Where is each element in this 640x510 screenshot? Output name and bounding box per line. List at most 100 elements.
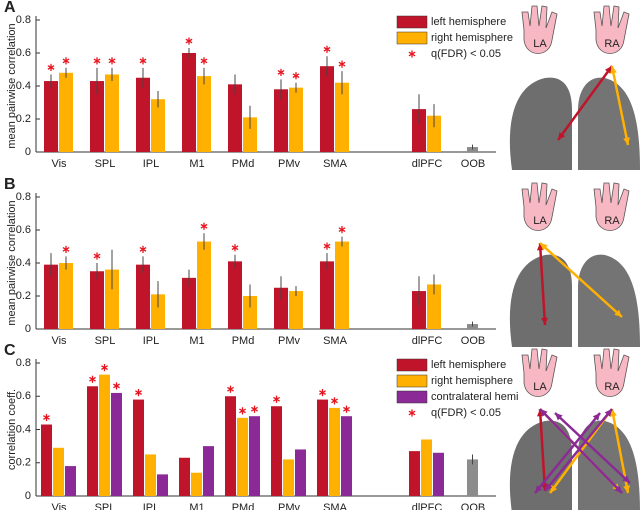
star-stroke [323,243,331,249]
bar [157,474,168,496]
x-tick-label: PMv [278,502,301,510]
y-tick-label: 0.6 [16,47,31,59]
significance-star [231,244,239,252]
significance-star [62,57,70,65]
x-tick-label: PMd [232,335,255,347]
legend-label: right hemisphere [431,375,513,387]
y-tick-label: 0 [25,146,31,158]
panel-label: A [4,0,16,16]
hand-shape [593,348,630,397]
x-tick-label: PMd [232,502,255,510]
bar [433,452,444,496]
x-tick-label: PMv [278,335,301,347]
hand: LA [521,5,558,54]
star-stroke [135,390,142,395]
legend-swatch [396,15,428,29]
significance-star [277,68,285,76]
bar [111,392,122,496]
significance-star [62,245,70,253]
bar [59,263,73,329]
legend-swatch [396,31,428,45]
significance-star [338,226,346,234]
arrow-head [541,317,549,325]
arrow-head [550,485,558,493]
y-tick-label: 0.4 [16,423,31,435]
y-tick-label: 0 [25,490,31,502]
legend-label: right hemisphere [431,32,513,44]
hand-label: LA [533,215,547,227]
bar [145,454,156,496]
x-tick-label: Vis [51,158,67,170]
star-stroke [93,253,101,259]
bar [237,417,248,496]
hand-label: RA [604,215,620,227]
bar [105,74,119,152]
star-stroke [343,406,350,412]
bar [409,451,420,496]
hand: RA [593,5,630,54]
significance-star [200,57,208,65]
connection-arrow [539,408,623,494]
star-stroke [273,396,280,402]
panel-label: C [4,342,16,359]
star-stroke [277,70,285,75]
bar [228,84,242,152]
bar [283,459,294,496]
bar [133,399,144,496]
bar [41,424,52,496]
arrow-head [610,66,617,74]
arrow-head [541,483,549,491]
legend-swatch [396,374,428,388]
significance-star [323,45,331,53]
bar [225,396,236,496]
star-stroke [200,58,208,64]
arrow-head [592,413,600,421]
bar [274,287,288,329]
arrow-head [545,483,553,491]
significance-star [338,60,346,68]
right-hemisphere-shape [578,77,640,170]
x-tick-label: M1 [189,158,204,170]
bar [182,53,196,152]
bar [197,76,211,152]
legend-label: q(FDR) < 0.05 [431,48,501,60]
star-stroke [408,51,416,57]
hand: LA [521,348,558,397]
bar [151,99,165,152]
star-stroke [251,406,258,412]
star-stroke [319,390,326,395]
significance-star [89,375,96,383]
bar [151,294,165,329]
bar [467,459,478,496]
bar [274,89,288,152]
x-tick-label: OOB [461,502,485,510]
bar [335,241,349,329]
significance-star [343,405,350,413]
x-tick-label: dlPFC [412,158,443,170]
bar [341,416,352,496]
significance-star [251,405,258,413]
x-tick-label: IPL [143,502,160,510]
y-tick-label: 0.2 [16,457,31,469]
connection-arrow [539,242,623,318]
bar [99,374,110,496]
panel-label: B [4,176,16,193]
bar [197,241,211,329]
bar [295,449,306,496]
hand-shape [521,348,558,397]
significance-star [108,57,116,65]
star-stroke [292,73,300,79]
star-stroke [47,65,55,70]
star-stroke [408,410,416,416]
arrow-head [604,66,612,74]
significance-star [200,222,208,230]
star-stroke [139,58,147,64]
bar [412,109,426,152]
x-tick-label: SMA [323,502,348,510]
arrow-shaft [554,412,631,484]
star-stroke [231,245,239,251]
bar [320,66,334,152]
connection-arrow [534,412,601,494]
x-tick-label: dlPFC [412,335,443,347]
bar [289,87,303,152]
